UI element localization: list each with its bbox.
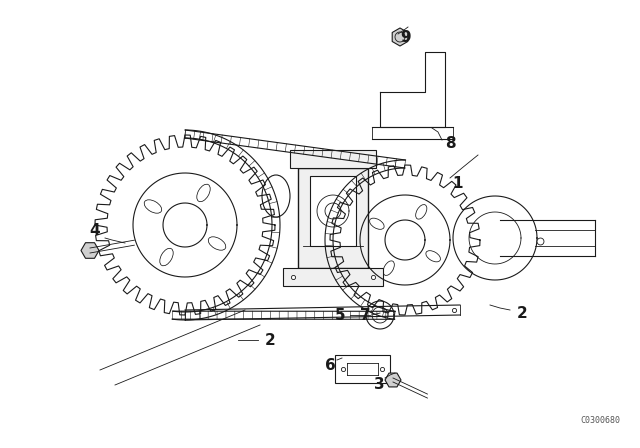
Ellipse shape xyxy=(160,248,173,266)
Text: 6: 6 xyxy=(324,358,335,372)
Text: C0300680: C0300680 xyxy=(580,416,620,425)
Text: 3: 3 xyxy=(374,376,384,392)
Text: 2: 2 xyxy=(516,306,527,320)
Text: 5: 5 xyxy=(335,307,346,323)
Ellipse shape xyxy=(415,205,427,219)
Polygon shape xyxy=(392,28,408,46)
Text: 1: 1 xyxy=(452,176,463,190)
Bar xyxy=(298,168,368,268)
Text: 8: 8 xyxy=(445,135,455,151)
Polygon shape xyxy=(385,373,401,387)
Ellipse shape xyxy=(262,175,290,217)
Ellipse shape xyxy=(369,218,384,229)
Bar xyxy=(290,150,376,168)
Ellipse shape xyxy=(196,184,210,202)
Text: 9: 9 xyxy=(401,30,412,44)
Bar xyxy=(283,268,383,286)
Polygon shape xyxy=(81,243,99,258)
Ellipse shape xyxy=(144,200,162,213)
Ellipse shape xyxy=(383,261,394,276)
Text: 4: 4 xyxy=(90,223,100,237)
Text: 2: 2 xyxy=(264,332,275,348)
Bar xyxy=(310,176,356,246)
Ellipse shape xyxy=(208,237,226,250)
Bar xyxy=(335,355,390,383)
Ellipse shape xyxy=(426,251,440,262)
Text: 7: 7 xyxy=(360,307,371,323)
